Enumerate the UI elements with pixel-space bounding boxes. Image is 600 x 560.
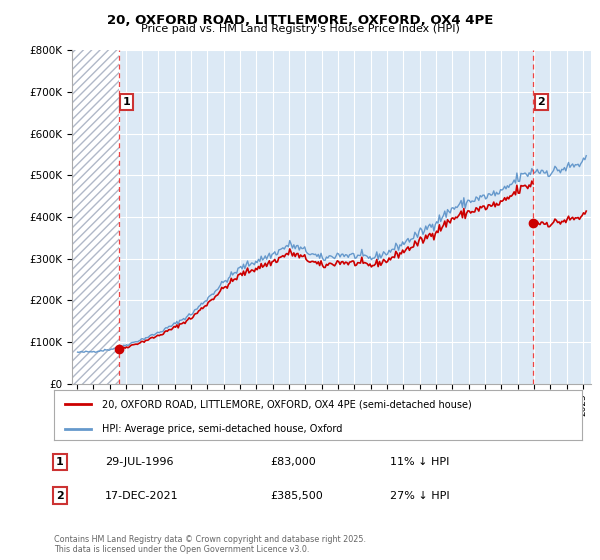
Text: 11% ↓ HPI: 11% ↓ HPI: [390, 457, 449, 467]
Text: £83,000: £83,000: [270, 457, 316, 467]
Text: 1: 1: [123, 97, 131, 107]
Text: 2: 2: [56, 491, 64, 501]
Bar: [72, 50, 119, 384]
Text: 20, OXFORD ROAD, LITTLEMORE, OXFORD, OX4 4PE (semi-detached house): 20, OXFORD ROAD, LITTLEMORE, OXFORD, OX4…: [101, 399, 471, 409]
Bar: [72, 50, 119, 384]
Text: Contains HM Land Registry data © Crown copyright and database right 2025.
This d: Contains HM Land Registry data © Crown c…: [54, 535, 366, 554]
Text: 20, OXFORD ROAD, LITTLEMORE, OXFORD, OX4 4PE: 20, OXFORD ROAD, LITTLEMORE, OXFORD, OX4…: [107, 14, 493, 27]
Text: 17-DEC-2021: 17-DEC-2021: [105, 491, 179, 501]
Text: HPI: Average price, semi-detached house, Oxford: HPI: Average price, semi-detached house,…: [101, 424, 342, 434]
Text: 1: 1: [56, 457, 64, 467]
Text: Price paid vs. HM Land Registry's House Price Index (HPI): Price paid vs. HM Land Registry's House …: [140, 24, 460, 34]
Text: 29-JUL-1996: 29-JUL-1996: [105, 457, 173, 467]
Text: 27% ↓ HPI: 27% ↓ HPI: [390, 491, 449, 501]
Text: £385,500: £385,500: [270, 491, 323, 501]
Text: 2: 2: [538, 97, 545, 107]
